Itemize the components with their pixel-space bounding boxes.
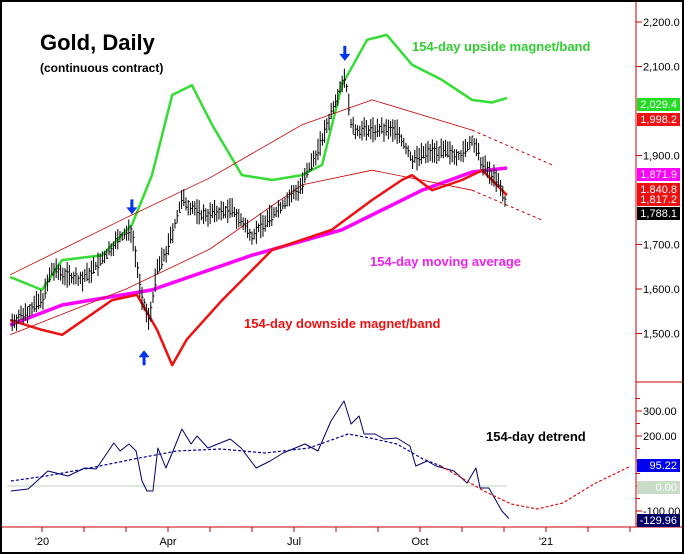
detrend-label: 154-day detrend [486,429,586,444]
chart-title: Gold, Daily [40,30,156,55]
detrend-projection-line [440,465,632,510]
moving-average-label: 154-day moving average [370,254,521,269]
price-value-tag: 1,871.9 [640,169,677,181]
price-value-tag: 1,817.2 [640,194,677,206]
lower-channel-projection [471,189,542,221]
price-y-tick-label: 2,100.0 [643,62,680,74]
price-value-tag: 1,788.1 [640,208,677,220]
downside-band-label: 154-day downside magnet/band [244,316,441,331]
detrend-value-tag: -129.96 [640,515,677,527]
upside-band-label: 154-day upside magnet/band [412,39,590,54]
154-day-downside-magnet-band-line [9,168,508,367]
detrend-value-tag: 95.22 [649,460,677,472]
x-tick-label: Apr [159,536,176,548]
chart-subtitle: (continuous contract) [40,61,163,75]
price-y-tick-label: 1,500.0 [643,329,680,341]
price-value-tag-bg [637,207,680,220]
154-day-moving-average-line [9,166,508,327]
x-tick-label: Jul [287,536,301,548]
detrend-value-tag-bg [637,514,680,527]
upper-channel-line [9,99,473,276]
154-day-upside-magnet-band-line [9,33,508,292]
up-arrow-icon [138,350,150,366]
price-y-tick-label: 1,700.0 [643,240,680,252]
detrend-y-tick-label: 200.00 [643,431,677,443]
down-arrow-icon [126,199,138,215]
154-day-detrend-line [10,400,510,519]
price-value-tag-bg [637,193,680,206]
detrend-value-tag-bg [637,481,680,494]
detrend-value-tag-bg [637,459,680,472]
down-arrow-icon [339,45,351,61]
x-tick-label: '20 [35,536,49,548]
x-tick-label: Oct [411,536,428,548]
price-value-tag: 2,029.4 [640,99,677,111]
price-value-tag: 1,998.2 [640,114,677,126]
price-value-tag-bg [637,168,680,181]
price-y-tick-label: 2,200.0 [643,17,680,29]
price-y-tick-label: 1,600.0 [643,284,680,296]
price-value-tag-bg [637,183,680,196]
detrend-y-tick-label: 300.00 [643,406,677,418]
x-tick-label: '21 [539,536,553,548]
price-y-tick-label: 1,900.0 [643,151,680,163]
upper-channel-projection [471,129,553,166]
price-value-tag-bg [637,113,680,126]
detrend-average-line [10,433,442,482]
price-value-tag-bg [637,98,680,111]
detrend-value-tag: 0.00 [656,482,677,494]
lower-channel-line [9,169,473,336]
